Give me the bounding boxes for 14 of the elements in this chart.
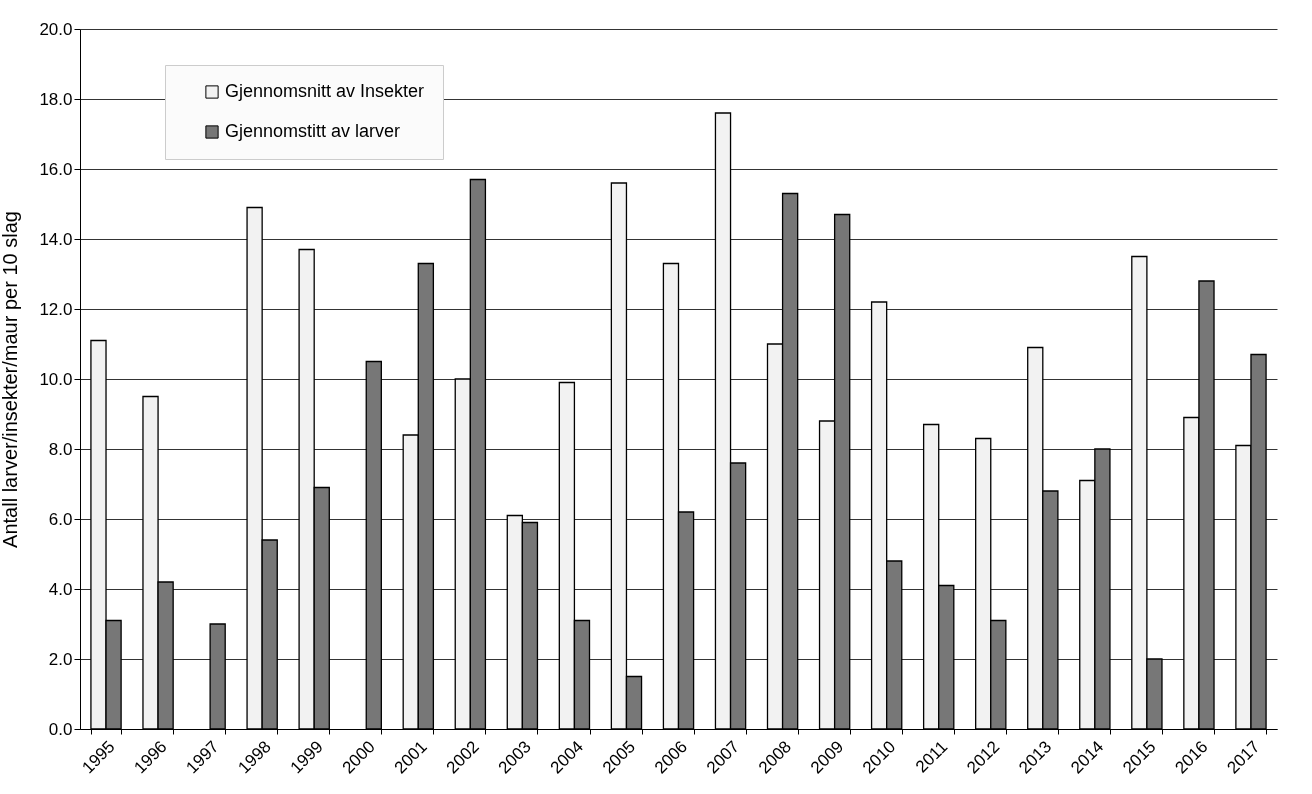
y-axis-title: Antall larver/insekter/maur per 10 slag [0, 211, 22, 548]
y-tick-label: 18.0 [39, 89, 73, 109]
y-tick-label: 16.0 [39, 159, 73, 179]
y-tick-label: 20.0 [39, 19, 73, 39]
y-tick-label: 12.0 [39, 299, 73, 319]
y-tick-label: 6.0 [48, 509, 73, 529]
y-tick-label: 10.0 [39, 369, 73, 389]
legend-label: Gjennomstitt av larver [225, 121, 401, 141]
y-tick-label: 8.0 [48, 439, 73, 459]
legend-label: Gjennomsnitt av Insekter [225, 81, 425, 101]
y-tick-label: 14.0 [39, 229, 73, 249]
y-tick-label: 0.0 [48, 719, 73, 739]
y-tick-label: 2.0 [48, 649, 73, 669]
y-tick-label: 4.0 [48, 579, 73, 599]
